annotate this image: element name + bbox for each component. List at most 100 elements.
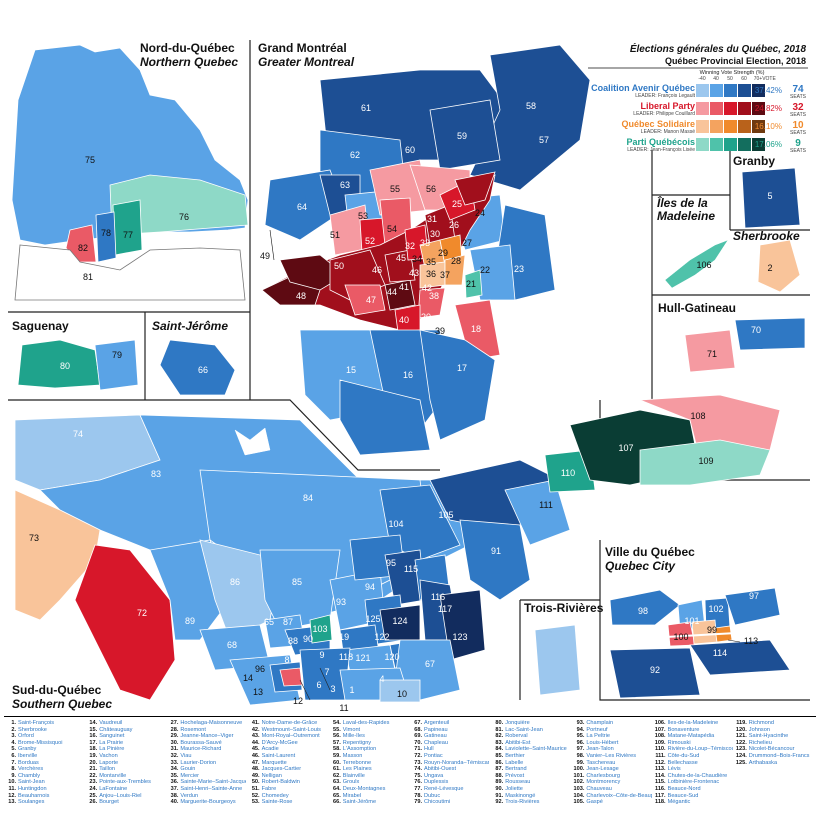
- riding-entry-name: Bonaventure: [667, 726, 700, 733]
- riding-entry: 115. Lotbinière-Frontenac: [654, 779, 733, 786]
- riding-number: 33: [420, 238, 430, 248]
- riding-entry-number: 106.: [654, 720, 666, 726]
- riding-entry-name: Hull: [424, 746, 434, 753]
- riding-entry-number: 20.: [89, 759, 98, 766]
- riding-entry: 16. Sanguinet: [85, 733, 164, 740]
- riding-number: 119: [335, 632, 349, 642]
- riding-entry: 89. Rousseau: [491, 779, 570, 786]
- riding-entry-number: 91.: [495, 792, 504, 799]
- riding-entry: 24. LaFontaine: [85, 786, 164, 793]
- region-subtitle-iles: Madeleine: [657, 209, 715, 223]
- riding-entry-name: Bourassa-Sauvé: [180, 739, 222, 746]
- riding-number: 47: [366, 295, 376, 305]
- riding-entry-number: 101.: [573, 772, 585, 779]
- riding-entry-number: 8.: [11, 766, 16, 773]
- riding-entry-number: 36.: [170, 779, 179, 786]
- riding-number: 73: [29, 533, 39, 543]
- riding-number: 98: [638, 606, 648, 616]
- riding-entry-name: Mercier: [180, 772, 200, 779]
- riding-entry: 118. Mégantic: [654, 799, 733, 806]
- riding-entry-number: 69.: [414, 733, 422, 740]
- riding-entry-name: Richmond: [748, 720, 774, 726]
- riding-number: 70: [751, 325, 761, 335]
- riding-entry-number: 77.: [414, 785, 422, 792]
- riding-entry-name: Lotbinière-Frontenac: [667, 779, 720, 786]
- riding-entry-name: D'Arcy-McGee: [261, 739, 298, 746]
- riding-entry-number: 41.: [251, 720, 260, 726]
- riding-entry-number: 96.: [576, 739, 585, 746]
- region-title-sud: Sud-du-Québec: [12, 683, 102, 697]
- region-sherbrooke: Sherbrooke 2: [733, 229, 801, 293]
- riding-entry-name: Johnson: [748, 726, 770, 733]
- riding-entry-name: Notre-Dame-de-Grâce: [261, 720, 318, 726]
- riding-entry: 100. Jean-Lesage: [572, 766, 651, 773]
- strength-swatch: [724, 138, 737, 151]
- riding-number: 31: [427, 214, 437, 224]
- riding-entry-name: Fabre: [261, 785, 277, 792]
- riding-number: 89: [185, 616, 195, 626]
- riding-entry-name: Laporte: [99, 759, 119, 766]
- party-seats: 9: [795, 138, 801, 149]
- region-title-sherbrooke: Sherbrooke: [733, 229, 800, 243]
- riding-entry-number: 55.: [333, 726, 341, 733]
- riding-entry: 5. Granby: [4, 746, 83, 753]
- riding-number: 120: [384, 652, 399, 662]
- riding-entry-name: Vaudreuil: [99, 720, 123, 726]
- riding-entry-name: Charlevoix–Côte-de-Beaupré: [586, 792, 651, 799]
- riding-entry: 31. Maurice-Richard: [166, 746, 245, 753]
- riding-entry-name: Labelle: [505, 759, 524, 766]
- riding-entry-name: Abitibi-Ouest: [424, 766, 457, 773]
- riding-entry: 26. Bourget: [85, 799, 164, 806]
- riding-entry: 64. Deux-Montagnes: [329, 786, 408, 793]
- riding-number: 93: [336, 597, 346, 607]
- riding-entry: 122. Richelieu: [735, 740, 814, 747]
- riding-entry-number: 19.: [89, 752, 98, 759]
- riding-number: 22: [480, 265, 490, 275]
- riding-entry-number: 7.: [11, 759, 16, 766]
- riding-number: 19: [495, 306, 505, 316]
- riding-entry: 3. Orford: [4, 733, 83, 740]
- riding-number: 101: [684, 616, 699, 626]
- riding-entry-name: Jean-Lesage: [586, 766, 619, 773]
- riding-number: 117: [438, 604, 452, 614]
- riding-entry-name: Trois-Rivières: [505, 799, 540, 806]
- riding-entry: 35. Mercier: [166, 773, 245, 780]
- region-hull-gatineau: Hull-Gatineau 70 71: [658, 301, 806, 373]
- riding-entry: 14. Vaudreuil: [85, 720, 164, 727]
- strength-tick: 40: [713, 76, 719, 82]
- riding-entry-number: 89.: [495, 779, 504, 786]
- riding-number: 51: [330, 230, 340, 240]
- riding-entry-name: Marquette: [261, 759, 287, 766]
- riding-number: 91: [491, 546, 501, 556]
- region-title-nord: Nord-du-Québec: [140, 41, 235, 55]
- riding-entry-number: 71.: [414, 746, 422, 753]
- party-name: Parti Québécois: [626, 137, 695, 147]
- riding-entry: 30. Bourassa-Sauvé: [166, 740, 245, 747]
- riding-number: 5: [767, 191, 772, 201]
- riding-entry-number: 84.: [495, 746, 504, 753]
- riding-entry-number: 50.: [251, 779, 260, 786]
- riding-number: 96: [255, 664, 265, 674]
- riding-entry-number: 122.: [735, 739, 747, 746]
- riding-entry-number: 60.: [333, 759, 341, 766]
- riding-entry: 108. Matane-Matapédia: [654, 733, 733, 740]
- riding-entry: 119. Richmond: [735, 720, 814, 727]
- riding-number: 76: [179, 212, 189, 222]
- riding-entry-name: Groulx: [342, 779, 360, 786]
- riding-entry: 61. Les Plaines: [329, 766, 408, 773]
- riding-entry-name: Abitibi-Est: [505, 739, 531, 746]
- strength-swatch: [710, 102, 723, 115]
- riding-entry: 18. La Pinière: [85, 746, 164, 753]
- riding-number: 46: [372, 265, 382, 275]
- riding-entry-number: 83.: [495, 739, 504, 746]
- riding-entry-number: 26.: [89, 799, 98, 806]
- region-title-hull: Hull-Gatineau: [658, 301, 736, 315]
- riding-number: 27: [462, 238, 472, 248]
- riding-number: 104: [388, 519, 403, 529]
- riding-entry: 17. La Prairie: [85, 740, 164, 747]
- riding-entry-name: Acadie: [261, 746, 279, 753]
- strength-tick: 70+: [754, 76, 763, 82]
- riding-column: 41. Notre-Dame-de-Grâce 42. Westmount–Saint…: [248, 720, 327, 806]
- riding-entry-name: Berthier: [505, 752, 525, 759]
- strength-swatch: [710, 138, 723, 151]
